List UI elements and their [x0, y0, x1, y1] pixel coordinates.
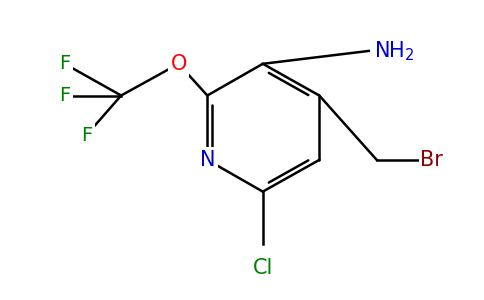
Text: N: N: [199, 150, 215, 170]
Text: Br: Br: [420, 150, 443, 170]
Text: F: F: [81, 126, 92, 145]
Text: F: F: [59, 86, 70, 105]
Text: NH$_2$: NH$_2$: [374, 39, 414, 63]
Text: F: F: [59, 54, 70, 73]
Text: O: O: [170, 54, 187, 74]
Text: Cl: Cl: [253, 258, 273, 278]
